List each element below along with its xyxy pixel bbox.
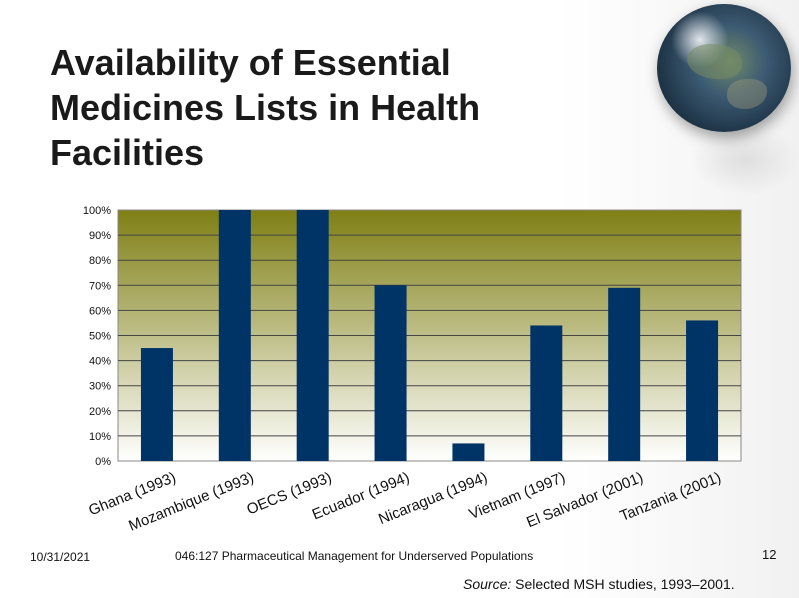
- y-tick-label: 20%: [89, 406, 111, 418]
- y-tick-label: 80%: [89, 255, 111, 267]
- y-tick-label: 70%: [89, 280, 111, 292]
- y-tick-label: 100%: [83, 205, 111, 217]
- bar: [296, 210, 329, 461]
- bar: [530, 325, 563, 461]
- y-tick-label: 50%: [89, 331, 111, 343]
- source-text: Selected MSH studies, 1993–2001.: [511, 576, 735, 592]
- footer-course-title: 046:127 Pharmaceutical Management for Un…: [175, 549, 534, 563]
- bar: [140, 348, 173, 461]
- globe-reflection: [690, 125, 799, 195]
- globe-icon: [657, 4, 791, 132]
- y-tick-label: 10%: [89, 431, 111, 443]
- bar: [218, 210, 251, 461]
- y-tick-label: 60%: [89, 305, 111, 317]
- y-tick-label: 30%: [89, 381, 111, 393]
- bar: [686, 320, 719, 461]
- source-label: Source:: [463, 576, 512, 592]
- page-number: 12: [762, 547, 777, 562]
- bar: [374, 285, 407, 461]
- source-note: Source: Selected MSH studies, 1993–2001.: [463, 576, 735, 592]
- y-tick-label: 0%: [95, 456, 111, 468]
- y-tick-label: 90%: [89, 230, 111, 242]
- y-tick-label: 40%: [89, 356, 111, 368]
- bar: [608, 287, 641, 461]
- footer-date: 10/31/2021: [30, 550, 91, 564]
- slide-title: Availability of Essential Medicines List…: [50, 42, 481, 173]
- bar: [452, 443, 485, 461]
